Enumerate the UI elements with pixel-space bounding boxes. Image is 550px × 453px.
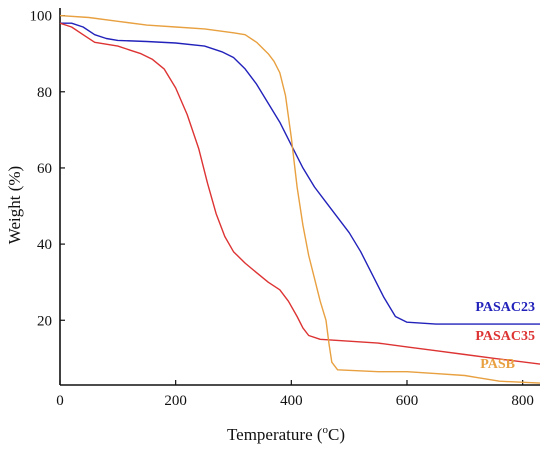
series-label-pasac23: PASAC23 [475, 300, 535, 315]
x-tick-label: 600 [396, 393, 419, 409]
series-label-pasac35: PASAC35 [475, 329, 535, 344]
series-line-pasac35 [59, 22, 541, 365]
x-axis-title-main: Temperature ( [227, 425, 323, 444]
x-tick-label: 800 [511, 393, 534, 409]
y-tick-label: 100 [30, 9, 53, 25]
series-line-pasb [59, 14, 541, 384]
series-line-pasac23 [60, 22, 540, 325]
y-tick-label: 40 [37, 237, 52, 253]
x-axis-title-suffix: C) [328, 425, 345, 444]
x-axis-title: Temperature (oC) [227, 424, 345, 444]
y-tick-label: 80 [37, 85, 52, 101]
y-axis-title: Weight (%) [5, 166, 24, 244]
plot-area: 0 200 400 600 800 20 40 60 80 100 PASAC23 PASAC35 PA… [30, 8, 541, 409]
x-tick-label: 0 [56, 393, 64, 409]
x-tick-label: 200 [164, 393, 187, 409]
x-axis-title-superscript: o [323, 424, 329, 436]
y-tick-label: 20 [37, 313, 52, 329]
y-tick-label: 60 [37, 161, 52, 177]
series-label-pasb: PASB [480, 357, 515, 372]
x-tick-label: 400 [280, 393, 303, 409]
